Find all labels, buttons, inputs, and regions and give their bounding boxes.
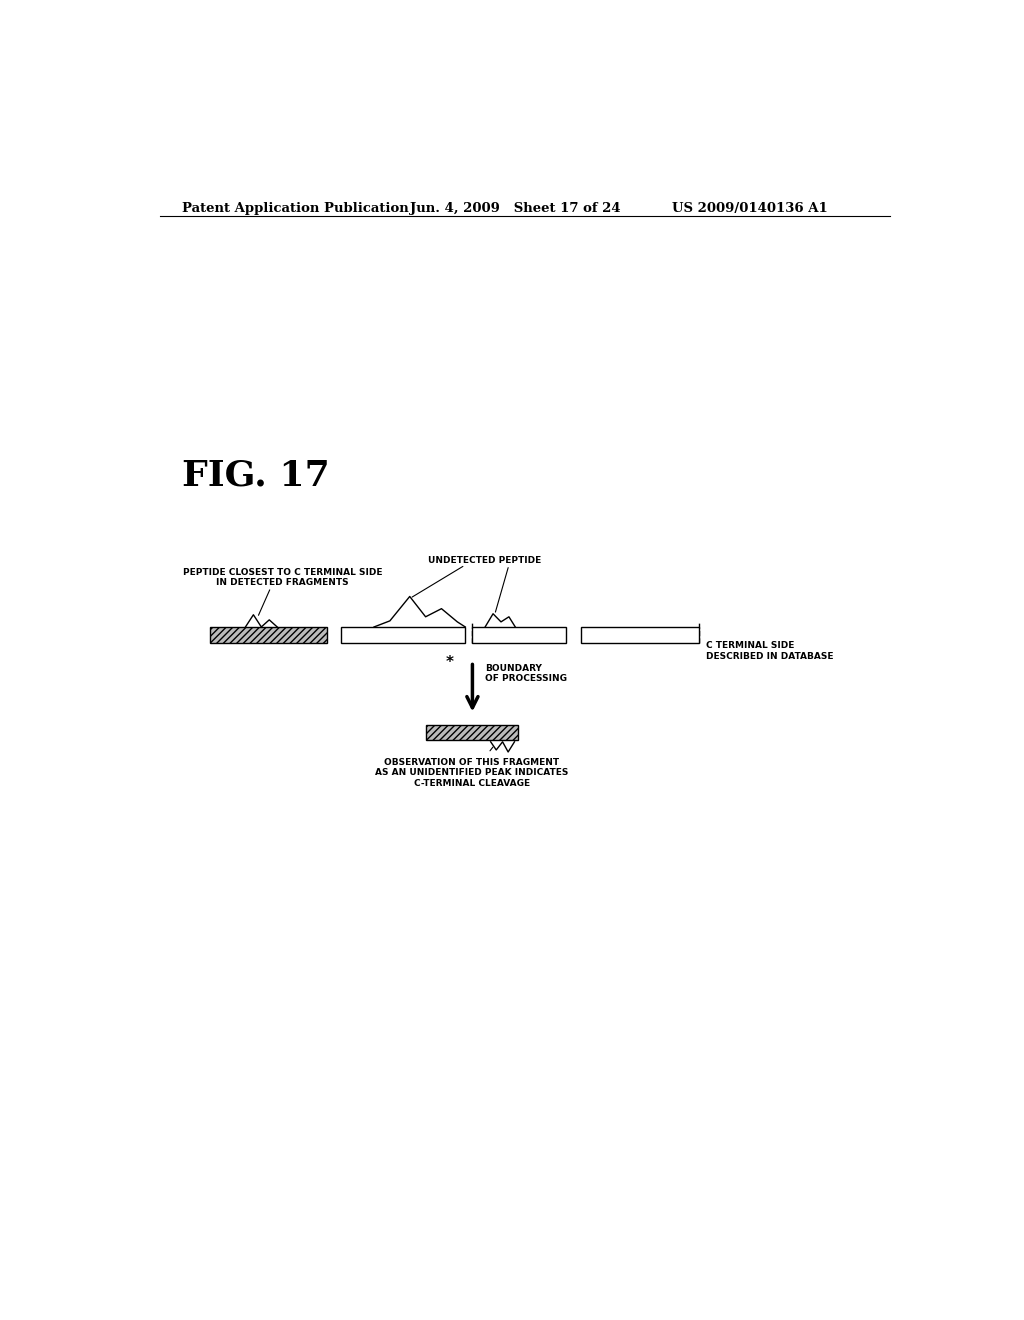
Text: *: * [445,656,454,671]
Text: PEPTIDE CLOSEST TO C TERMINAL SIDE
IN DETECTED FRAGMENTS: PEPTIDE CLOSEST TO C TERMINAL SIDE IN DE… [183,568,383,587]
Bar [582,627,698,643]
Text: Jun. 4, 2009   Sheet 17 of 24: Jun. 4, 2009 Sheet 17 of 24 [410,202,621,215]
Text: BOUNDARY
OF PROCESSING: BOUNDARY OF PROCESSING [485,664,567,682]
Text: C TERMINAL SIDE
DESCRIBED IN DATABASE: C TERMINAL SIDE DESCRIBED IN DATABASE [706,642,834,660]
Text: UNDETECTED PEPTIDE: UNDETECTED PEPTIDE [428,556,542,565]
Text: US 2009/0140136 A1: US 2009/0140136 A1 [672,202,827,215]
Bar [341,627,465,643]
Text: Patent Application Publication: Patent Application Publication [182,202,409,215]
Text: OBSERVATION OF THIS FRAGMENT
AS AN UNIDENTIFIED PEAK INDICATES
C-TERMINAL CLEAVA: OBSERVATION OF THIS FRAGMENT AS AN UNIDE… [375,758,568,788]
Bar [426,725,518,739]
Text: FIG. 17: FIG. 17 [182,458,330,492]
Bar [472,627,566,643]
Bar [210,627,328,643]
